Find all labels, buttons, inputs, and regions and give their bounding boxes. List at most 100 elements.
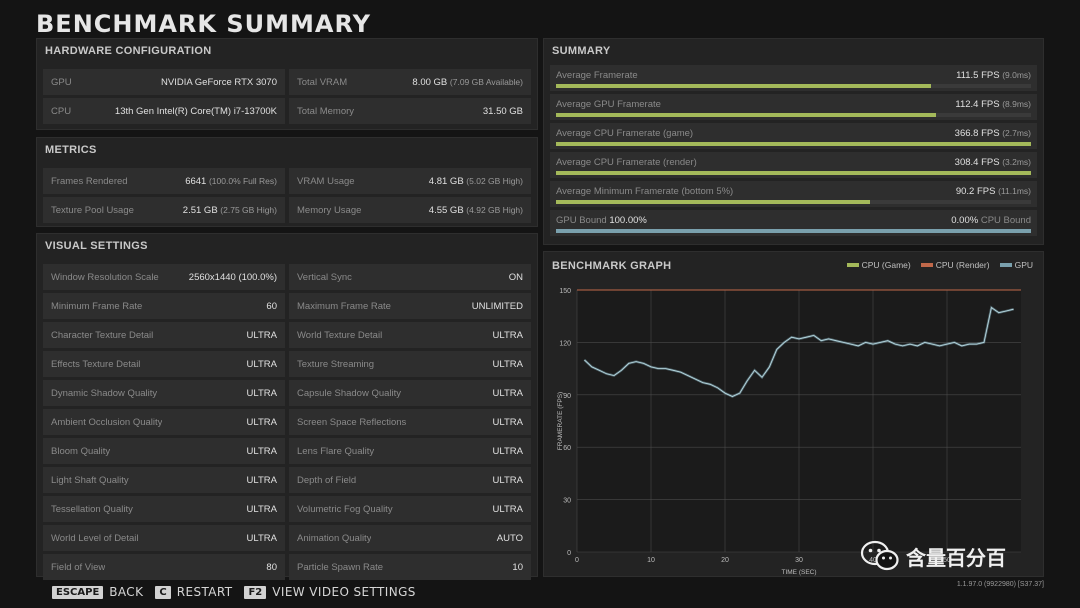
setting-value-main: ULTRA xyxy=(492,503,523,515)
setting-particle-spawn-rate: Particle Spawn Rate 10 xyxy=(289,554,531,580)
setting-label: Texture Pool Usage xyxy=(51,204,134,216)
setting-value: ON xyxy=(509,272,523,283)
setting-value: ULTRA xyxy=(493,359,523,370)
cpu-bound-label: 0.00% CPU Bound xyxy=(951,215,1031,226)
summary-value: 308.4 FPS (3.2ms) xyxy=(955,157,1031,168)
setting-label: Tessellation Quality xyxy=(51,503,133,515)
summary-label: Average CPU Framerate (render) xyxy=(556,157,697,168)
summary-label: Average Framerate xyxy=(556,70,638,81)
setting-value: ULTRA xyxy=(247,533,277,544)
setting-value: ULTRA xyxy=(247,330,277,341)
setting-label: Character Texture Detail xyxy=(51,329,154,341)
setting-label: Vertical Sync xyxy=(297,271,352,283)
setting-label: Bloom Quality xyxy=(51,445,111,457)
bound-bar xyxy=(556,229,1031,233)
summary-average-cpu-framerate-render: Average CPU Framerate (render) 308.4 FPS … xyxy=(550,152,1037,178)
setting-label: Light Shaft Quality xyxy=(51,474,129,486)
metrics-panel-title: METRICS xyxy=(45,144,97,156)
setting-label: Dynamic Shadow Quality xyxy=(51,387,158,399)
key-cap[interactable]: F2 xyxy=(244,585,267,599)
gpu-bound-text: GPU Bound xyxy=(556,215,607,226)
setting-value: ULTRA xyxy=(247,475,277,486)
metrics-panel: METRICS Frames Rendered 6641 (100.0% Full… xyxy=(36,137,538,227)
summary-average-cpu-framerate-game: Average CPU Framerate (game) 366.8 FPS (2… xyxy=(550,123,1037,149)
summary-panel: SUMMARY Average Framerate 111.5 FPS (9.0m… xyxy=(543,38,1044,245)
x-tick-label: 0 xyxy=(575,557,579,564)
setting-animation-quality: Animation Quality AUTO xyxy=(289,525,531,551)
y-tick-label: 150 xyxy=(559,288,571,295)
setting-value-detail: (2.75 GB High) xyxy=(220,204,277,215)
summary-value: 112.4 FPS (8.9ms) xyxy=(955,99,1031,110)
setting-value: NVIDIA GeForce RTX 3070 xyxy=(161,77,277,88)
setting-value-main: ULTRA xyxy=(246,358,277,370)
summary-value-main: 112.4 FPS xyxy=(955,99,1000,110)
x-tick-label: 50 xyxy=(943,557,951,564)
setting-value-main: ULTRA xyxy=(492,474,523,486)
key-action[interactable]: RESTART xyxy=(176,585,233,599)
setting-value: 13th Gen Intel(R) Core(TM) i7-13700K xyxy=(115,106,277,117)
setting-vertical-sync: Vertical Sync ON xyxy=(289,264,531,290)
setting-label: Field of View xyxy=(51,561,106,573)
setting-memory-usage: Memory Usage 4.55 GB (4.92 GB High) xyxy=(289,197,531,223)
setting-value: 31.50 GB xyxy=(483,106,523,117)
summary-value-ms: (11.1ms) xyxy=(998,186,1031,196)
setting-maximum-frame-rate: Maximum Frame Rate UNLIMITED xyxy=(289,293,531,319)
setting-total-memory: Total Memory 31.50 GB xyxy=(289,98,531,124)
setting-value-main: ULTRA xyxy=(492,329,523,341)
cpu-bound-text: CPU Bound xyxy=(980,215,1031,226)
setting-label: Screen Space Reflections xyxy=(297,416,407,428)
setting-label: CPU xyxy=(51,105,72,117)
setting-value-main: 80 xyxy=(266,561,277,573)
legend-label: CPU (Render) xyxy=(935,260,990,270)
hardware-panel-title: HARDWARE CONFIGURATION xyxy=(45,45,212,57)
hint-view-video-settings[interactable]: F2 VIEW VIDEO SETTINGS xyxy=(244,585,415,599)
key-action[interactable]: BACK xyxy=(109,585,144,599)
setting-character-texture-detail: Character Texture Detail ULTRA xyxy=(43,322,285,348)
setting-light-shaft-quality: Light Shaft Quality ULTRA xyxy=(43,467,285,493)
hint-back[interactable]: ESCAPE BACK xyxy=(52,585,143,599)
setting-value-detail: (7.09 GB Available) xyxy=(449,76,523,87)
setting-capsule-shadow-quality: Capsule Shadow Quality ULTRA xyxy=(289,380,531,406)
setting-gpu: GPU NVIDIA GeForce RTX 3070 xyxy=(43,69,285,95)
setting-label: Particle Spawn Rate xyxy=(297,561,384,573)
key-cap[interactable]: C xyxy=(155,585,171,599)
x-axis-label: TIME (SEC) xyxy=(781,569,816,576)
setting-value: ULTRA xyxy=(493,417,523,428)
setting-lens-flare-quality: Lens Flare Quality ULTRA xyxy=(289,438,531,464)
summary-average-framerate: Average Framerate 111.5 FPS (9.0ms) xyxy=(550,65,1037,91)
setting-volumetric-fog-quality: Volumetric Fog Quality ULTRA xyxy=(289,496,531,522)
key-cap[interactable]: ESCAPE xyxy=(52,585,104,599)
setting-total-vram: Total VRAM 8.00 GB (7.09 GB Available) xyxy=(289,69,531,95)
x-tick-label: 40 xyxy=(869,557,877,564)
graph-legend: CPU (Game) CPU (Render) GPU xyxy=(846,260,1033,270)
setting-value-main: 13th Gen Intel(R) Core(TM) i7-13700K xyxy=(114,105,277,117)
watermark: 含量百分百 xyxy=(860,540,1006,572)
setting-value-main: ULTRA xyxy=(492,416,523,428)
setting-label: Window Resolution Scale xyxy=(51,271,159,283)
summary-value-ms: (9.0ms) xyxy=(1002,70,1031,80)
setting-value: 6641 (100.0% Full Res) xyxy=(185,176,277,187)
hint-restart[interactable]: C RESTART xyxy=(155,585,232,599)
legend-cpu-game: CPU (Game) xyxy=(846,260,911,270)
summary-value-ms: (3.2ms) xyxy=(1002,157,1031,167)
setting-value-main: ULTRA xyxy=(246,416,277,428)
setting-value: 4.55 GB (4.92 GB High) xyxy=(429,205,523,216)
setting-value-main: NVIDIA GeForce RTX 3070 xyxy=(161,76,277,88)
summary-bar xyxy=(556,200,1031,204)
setting-value: ULTRA xyxy=(247,417,277,428)
setting-value-main: ULTRA xyxy=(246,532,277,544)
y-tick-label: 120 xyxy=(559,340,571,347)
setting-label: Total Memory xyxy=(297,105,355,117)
x-tick-label: 30 xyxy=(795,557,803,564)
setting-label: Memory Usage xyxy=(297,204,362,216)
setting-value: ULTRA xyxy=(247,359,277,370)
summary-bar-fill xyxy=(556,171,1031,175)
summary-value: 90.2 FPS (11.1ms) xyxy=(956,186,1031,197)
key-action[interactable]: VIEW VIDEO SETTINGS xyxy=(272,585,416,599)
setting-label: Lens Flare Quality xyxy=(297,445,375,457)
summary-bound: GPU Bound 100.00% 0.00% CPU Bound xyxy=(550,210,1037,236)
setting-field-of-view: Field of View 80 xyxy=(43,554,285,580)
y-tick-label: 60 xyxy=(563,445,571,452)
graph-panel-title: BENCHMARK GRAPH xyxy=(552,260,672,272)
setting-value-main: AUTO xyxy=(496,532,523,544)
